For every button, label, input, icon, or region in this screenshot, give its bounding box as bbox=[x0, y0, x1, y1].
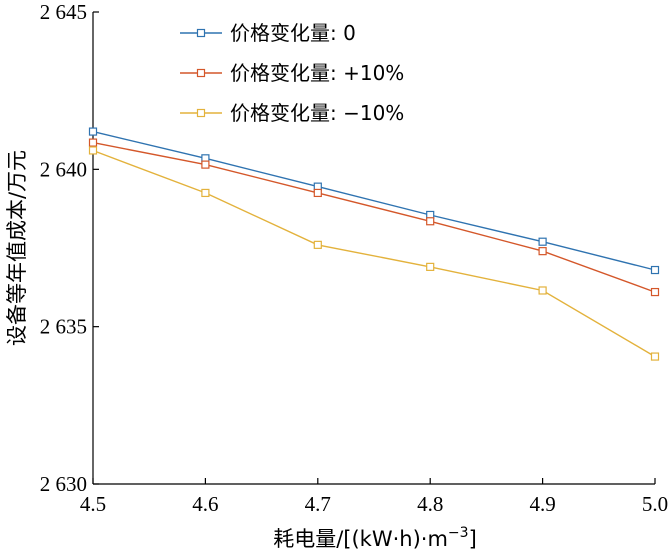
legend-swatch-marker bbox=[196, 28, 206, 38]
x-axis-title-main: 耗电量/[(kW·h)·m bbox=[273, 527, 448, 551]
x-axis-title-bracket: ] bbox=[469, 527, 477, 551]
y-tick-label: 2 635 bbox=[40, 315, 87, 339]
y-axis-title: 设备等年值成本/万元 bbox=[5, 150, 29, 346]
x-axis-title: 耗电量/[(kW·h)·m−3] bbox=[273, 525, 477, 551]
data-point bbox=[88, 138, 98, 147]
data-point bbox=[650, 265, 660, 275]
series-line bbox=[92, 141, 656, 293]
series-line bbox=[92, 130, 656, 271]
x-tick-label: 4.7 bbox=[305, 492, 331, 516]
x-tick-label: 5.0 bbox=[642, 492, 668, 516]
data-point bbox=[650, 352, 660, 361]
x-tick-label: 4.5 bbox=[80, 492, 106, 516]
series-2 bbox=[88, 146, 660, 361]
y-tick-label: 2 640 bbox=[40, 157, 87, 181]
data-point bbox=[201, 160, 210, 169]
x-tick-label: 4.6 bbox=[192, 492, 218, 516]
legend-label: 价格变化量: 0 bbox=[230, 21, 356, 45]
series-1 bbox=[88, 138, 660, 297]
legend-item: 价格变化量: −10% bbox=[180, 101, 404, 125]
data-point bbox=[650, 287, 660, 297]
legend-label: 价格变化量: +10% bbox=[230, 61, 404, 85]
data-point bbox=[313, 188, 322, 198]
series-0 bbox=[88, 127, 660, 275]
legend-item: 价格变化量: +10% bbox=[180, 61, 404, 85]
legend-label: 价格变化量: −10% bbox=[230, 101, 404, 125]
legend-swatch-marker bbox=[196, 68, 206, 78]
y-tick-label: 2 645 bbox=[40, 0, 87, 24]
y-tick-label: 2 630 bbox=[40, 472, 87, 496]
data-point bbox=[313, 240, 322, 249]
data-point bbox=[538, 286, 547, 295]
chart-axes bbox=[92, 12, 655, 485]
series-line bbox=[92, 149, 656, 358]
x-axis-ticks: 4.5 4.6 4.7 4.8 4.9 5.0 bbox=[80, 478, 668, 516]
y-axis-ticks: 2 630 2 635 2 640 2 645 bbox=[40, 0, 99, 496]
data-point bbox=[538, 237, 547, 246]
x-tick-label: 4.8 bbox=[417, 492, 443, 516]
data-point bbox=[538, 247, 547, 256]
data-point bbox=[201, 188, 210, 198]
legend: 价格变化量: 0 价格变化量: +10% 价格变化量: −10% bbox=[180, 21, 404, 125]
data-point bbox=[426, 262, 435, 271]
data-point bbox=[426, 217, 435, 226]
x-tick-label: 4.9 bbox=[529, 492, 555, 516]
data-point bbox=[88, 146, 98, 155]
x-axis-title-superscript: −3 bbox=[448, 525, 469, 541]
legend-item: 价格变化量: 0 bbox=[180, 21, 356, 45]
data-point bbox=[88, 127, 98, 136]
plot-series bbox=[88, 127, 660, 361]
legend-swatch-marker bbox=[196, 108, 206, 118]
